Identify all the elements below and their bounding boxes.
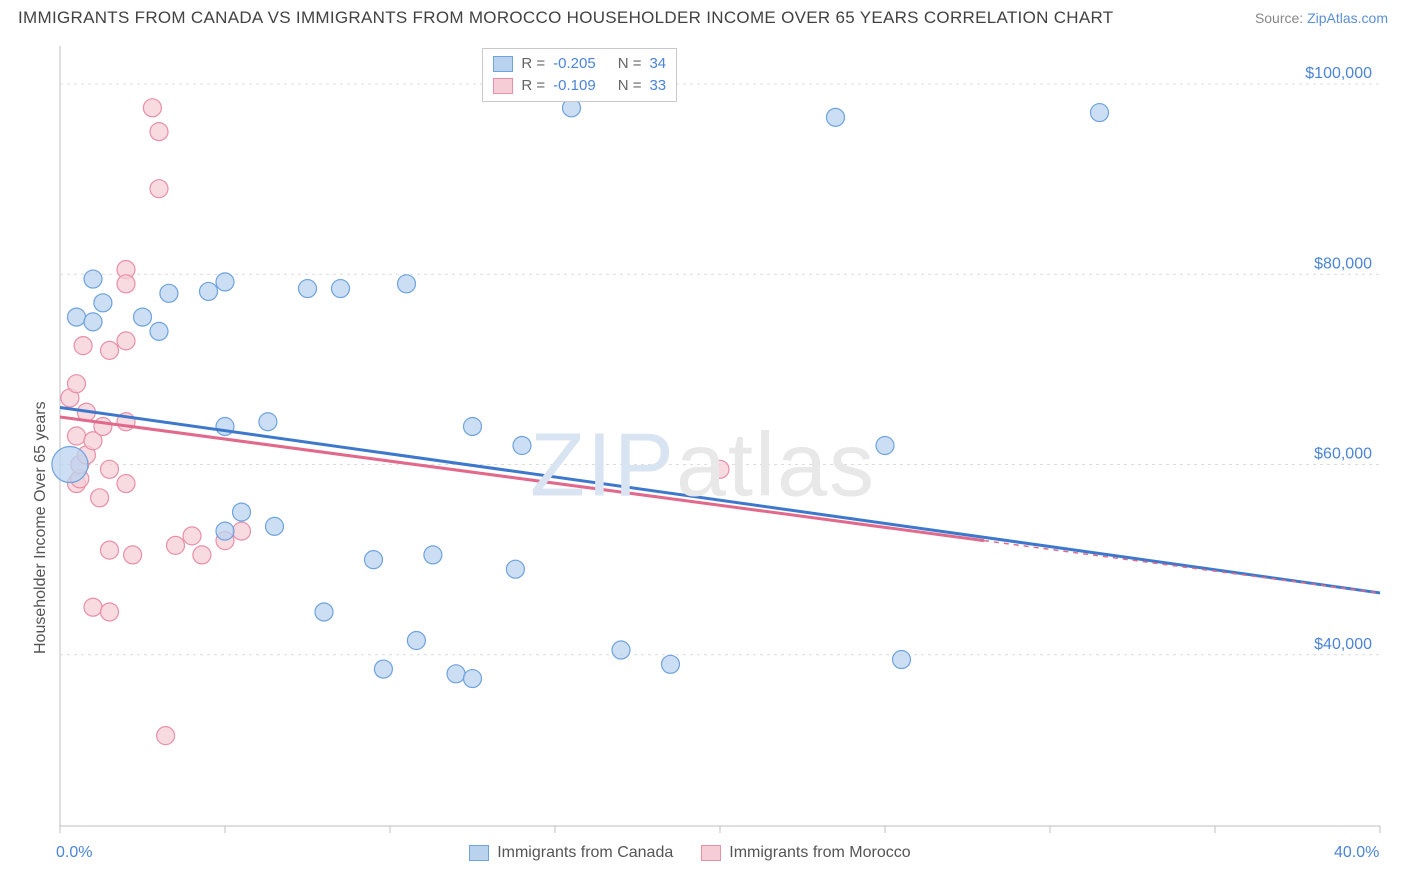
- chart-area: $40,000$60,000$80,000$100,000 ZIPatlas R…: [0, 40, 1406, 892]
- legend-swatch: [701, 845, 721, 861]
- scatter-chart-svg: $40,000 $60,000 $80,000 $100,000: [0, 40, 1406, 892]
- stat-r-label: R =: [521, 75, 545, 97]
- legend-item: Immigrants from Morocco: [701, 844, 910, 862]
- legend-swatch: [493, 56, 513, 72]
- legend-item: Immigrants from Canada: [469, 844, 673, 862]
- series-legend: Immigrants from Canada Immigrants from Mo…: [469, 844, 910, 862]
- svg-text:$80,000: $80,000: [1314, 255, 1372, 272]
- stats-legend-row: R = -0.109 N = 33: [493, 75, 666, 97]
- stats-legend-row: R = -0.205 N = 34: [493, 53, 666, 75]
- stat-n-value: 33: [649, 75, 666, 97]
- svg-text:$60,000: $60,000: [1314, 446, 1372, 463]
- stat-r-value: -0.109: [553, 75, 596, 97]
- x-axis-min-label: 0.0%: [56, 844, 92, 862]
- x-axis-max-label: 40.0%: [1334, 844, 1379, 862]
- stats-legend: R = -0.205 N = 34 R = -0.109 N = 33: [482, 48, 677, 102]
- legend-swatch: [469, 845, 489, 861]
- legend-label: Immigrants from Morocco: [729, 844, 910, 862]
- svg-text:$100,000: $100,000: [1305, 65, 1372, 82]
- stat-r-label: R =: [521, 53, 545, 75]
- chart-header: IMMIGRANTS FROM CANADA VS IMMIGRANTS FRO…: [0, 0, 1406, 34]
- stat-r-value: -0.205: [553, 53, 596, 75]
- stat-n-label: N =: [618, 75, 642, 97]
- source-attribution: Source: ZipAtlas.com: [1255, 10, 1388, 26]
- svg-text:$40,000: $40,000: [1314, 636, 1372, 653]
- legend-label: Immigrants from Canada: [497, 844, 673, 862]
- stat-n-value: 34: [649, 53, 666, 75]
- stat-n-label: N =: [618, 53, 642, 75]
- source-link[interactable]: ZipAtlas.com: [1307, 10, 1388, 26]
- source-prefix: Source:: [1255, 10, 1307, 26]
- legend-swatch: [493, 78, 513, 94]
- chart-title: IMMIGRANTS FROM CANADA VS IMMIGRANTS FRO…: [18, 8, 1113, 28]
- y-axis-title: Householder Income Over 65 years: [32, 402, 50, 655]
